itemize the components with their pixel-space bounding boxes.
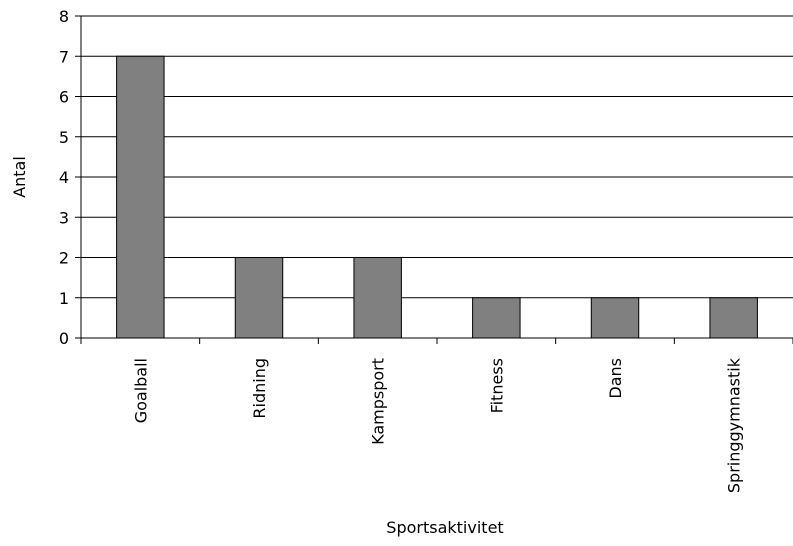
x-axis-title: Sportsaktivitet xyxy=(386,518,503,537)
y-tick-label: 0 xyxy=(59,329,69,348)
y-tick-label: 2 xyxy=(59,249,69,268)
gridlines xyxy=(81,15,793,299)
x-tick-labels: Goalball Ridning Kampsport Fitness Dans Sprin… xyxy=(131,357,743,493)
bars xyxy=(116,55,758,339)
y-tick-label: 5 xyxy=(59,128,69,147)
bar-ridning xyxy=(234,257,284,339)
axes xyxy=(75,15,793,344)
bar-dans xyxy=(590,297,640,339)
x-tick-label-ridning: Ridning xyxy=(250,358,269,419)
y-tick-label: 4 xyxy=(59,168,69,187)
x-tick-label-kampsport: Kampsport xyxy=(369,358,388,445)
bar-kampsport xyxy=(353,257,402,339)
y-tick-label: 3 xyxy=(59,208,69,227)
y-tick-labels: 0 1 2 3 4 5 6 7 8 xyxy=(59,7,69,348)
x-tick-label-springgymnastik: Springgymnastik xyxy=(725,357,744,493)
y-tick-label: 6 xyxy=(59,88,69,107)
bar-springgymnastik xyxy=(709,297,758,339)
y-tick-label: 8 xyxy=(59,7,69,26)
bar-fitness xyxy=(472,297,521,339)
y-tick-label: 1 xyxy=(59,289,69,308)
bar-goalball xyxy=(116,55,165,339)
x-tick-label-goalball: Goalball xyxy=(131,358,150,423)
y-tick-label: 7 xyxy=(59,47,69,66)
x-tick-label-fitness: Fitness xyxy=(487,358,506,413)
y-axis-title: Antal xyxy=(10,156,29,198)
x-tick-label-dans: Dans xyxy=(606,358,625,399)
